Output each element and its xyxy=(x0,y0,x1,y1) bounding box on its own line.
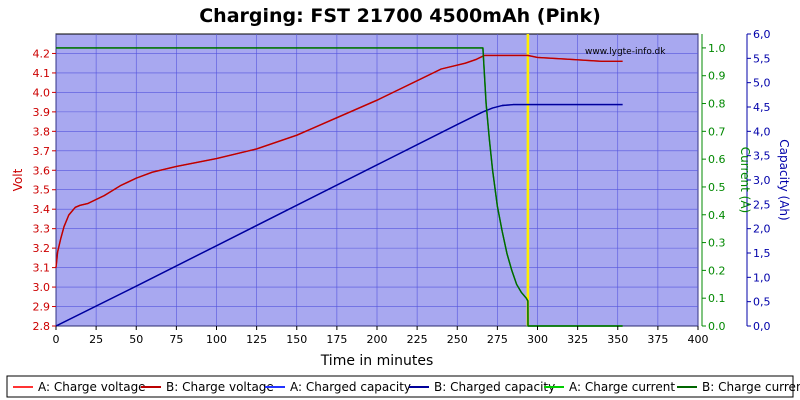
axes: 0 25 50 75 100 125 150 175 200 225 250 275 300 325 350… xyxy=(33,28,771,346)
x-tick-label: 25 xyxy=(89,333,103,346)
y-right2-tick-label: 2,0 xyxy=(753,223,771,236)
y-right1-tick-label: 0.7 xyxy=(708,125,726,138)
legend-label-a-charge-current: A: Charge current xyxy=(569,380,675,394)
y-left-tick-label: 3.6 xyxy=(33,164,51,177)
y-right2-tick-label: 3,5 xyxy=(753,150,771,163)
y-left-tick-label: 4.2 xyxy=(33,47,51,60)
x-tick-label: 75 xyxy=(169,333,183,346)
x-tick-label: 275 xyxy=(487,333,508,346)
y-left-tick-label: 3.1 xyxy=(33,262,51,275)
y-right2-tick-label: 4,5 xyxy=(753,101,771,114)
y-right1-tick-label: 0.2 xyxy=(708,264,726,277)
y-right2-tick-label: 3,0 xyxy=(753,174,771,187)
y-right1-tick-label: 0.5 xyxy=(708,181,726,194)
x-tick-label: 0 xyxy=(53,333,60,346)
y-right1-tick-label: 0.4 xyxy=(708,209,726,222)
series-b-charge-current xyxy=(56,47,623,327)
y-left-tick-label: 3.8 xyxy=(33,125,51,138)
x-tick-label: 100 xyxy=(206,333,227,346)
y-left-tick-label: 2.9 xyxy=(33,301,51,314)
y-right2-tick-label: 4,0 xyxy=(753,125,771,138)
x-tick-label: 400 xyxy=(688,333,709,346)
x-tick-label: 250 xyxy=(447,333,468,346)
y-left-tick-label: 3.4 xyxy=(33,203,51,216)
y-right2-tick-label: 1,0 xyxy=(753,271,771,284)
y-left-tick-label: 3.0 xyxy=(33,281,51,294)
x-axis-label: Time in minutes xyxy=(320,353,434,369)
y-right1-tick-label: 0.1 xyxy=(708,292,726,305)
y-right1-tick-label: 0.6 xyxy=(708,153,726,166)
legend-box xyxy=(6,375,794,398)
y-right2-tick-label: 6,0 xyxy=(753,28,771,41)
x-tick-label: 50 xyxy=(129,333,143,346)
watermark: www.lygte-info.dk xyxy=(585,47,666,57)
chart-title: Charging: FST 21700 4500mAh (Pink) xyxy=(199,5,601,27)
series-b-charge-voltage xyxy=(55,54,623,268)
x-tick-label: 325 xyxy=(567,333,588,346)
y-left-tick-label: 3.7 xyxy=(33,145,51,158)
legend: A: Charge voltage B: Charge voltage A: Cha… xyxy=(13,380,800,394)
y-axis-right2-label: Capacity (Ah) xyxy=(777,139,791,220)
y-axis-right1-label: Current (A) xyxy=(738,147,752,213)
x-tick-label: 350 xyxy=(607,333,628,346)
x-tick-label: 375 xyxy=(647,333,668,346)
y-left-tick-label: 3.5 xyxy=(33,184,51,197)
y-axis-left-label: Volt xyxy=(11,168,25,191)
y-left-tick-label: 4.1 xyxy=(33,67,51,80)
x-tick-label: 225 xyxy=(407,333,428,346)
y-right1-tick-label: 1.0 xyxy=(708,42,726,55)
y-left-tick-label: 4.0 xyxy=(33,86,51,99)
legend-label-b-charge-voltage: B: Charge voltage xyxy=(166,380,274,394)
y-left-tick-label: 3.3 xyxy=(33,223,51,236)
y-left-tick-label: 2.8 xyxy=(33,320,51,333)
y-right1-tick-label: 0.0 xyxy=(708,320,726,333)
y-right2-tick-label: 5,5 xyxy=(753,52,771,65)
y-right2-tick-label: 2,5 xyxy=(753,198,771,211)
y-right2-tick-label: 5,0 xyxy=(753,77,771,90)
series-b-charged-capacity xyxy=(55,103,623,327)
y-right1-tick-label: 0.9 xyxy=(708,70,726,83)
y-right2-tick-label: 0,0 xyxy=(753,320,771,333)
x-tick-label: 125 xyxy=(246,333,267,346)
legend-label-a-charge-voltage: A: Charge voltage xyxy=(38,380,146,394)
x-tick-label: 200 xyxy=(367,333,388,346)
series-layer xyxy=(55,47,623,327)
y-left-tick-label: 3.2 xyxy=(33,242,51,255)
y-right1-tick-label: 0.3 xyxy=(708,237,726,250)
legend-label-b-charged-capacity: B: Charged capacity xyxy=(434,380,555,394)
x-tick-label: 175 xyxy=(326,333,347,346)
x-tick-label: 150 xyxy=(286,333,307,346)
y-right2-tick-label: 1,5 xyxy=(753,247,771,260)
x-tick-label: 300 xyxy=(527,333,548,346)
y-left-tick-label: 3.9 xyxy=(33,106,51,119)
y-right2-tick-label: 0,5 xyxy=(753,296,771,309)
legend-label-b-charge-current: B: Charge current xyxy=(702,380,800,394)
legend-label-a-charged-capacity: A: Charged capacity xyxy=(290,380,411,394)
y-right1-tick-label: 0.8 xyxy=(708,98,726,111)
